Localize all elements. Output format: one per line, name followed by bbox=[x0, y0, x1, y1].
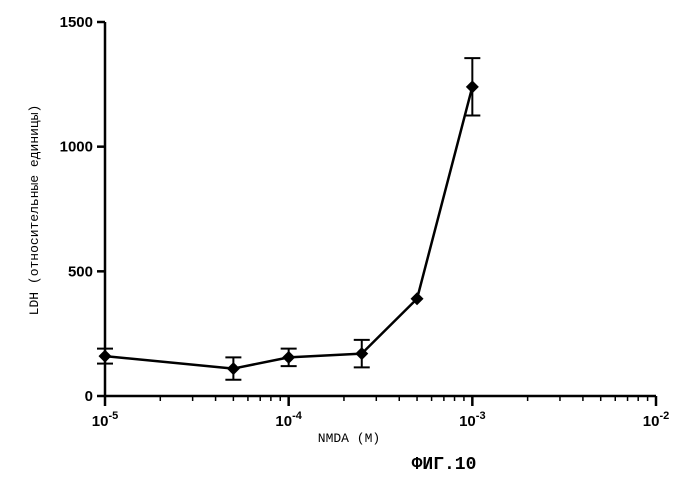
data-point-marker bbox=[282, 351, 295, 364]
y-tick-label: 1000 bbox=[60, 139, 93, 156]
y-ticks: 0 500 1000 1500 bbox=[60, 14, 105, 405]
figure-caption: ФИГ.10 bbox=[412, 455, 477, 475]
x-tick-label: 10-5 bbox=[92, 410, 118, 430]
data-point-marker bbox=[466, 80, 479, 93]
x-tick-label: 10-3 bbox=[459, 410, 485, 430]
axes bbox=[105, 22, 656, 396]
x-ticks: 10-5 10-4 10-3 10-2 bbox=[92, 396, 669, 430]
x-tick-label: 10-2 bbox=[643, 410, 669, 430]
y-axis-title: LDH (относительные единицы) bbox=[27, 105, 42, 316]
x-tick-label: 10-4 bbox=[275, 410, 302, 430]
series-line bbox=[105, 87, 472, 369]
data-point-marker bbox=[227, 362, 240, 375]
y-tick-label: 0 bbox=[85, 388, 93, 405]
y-tick-label: 500 bbox=[68, 263, 93, 280]
x-axis-title: NMDA (M) bbox=[318, 431, 380, 446]
data-point-marker bbox=[99, 350, 112, 363]
plot-area bbox=[97, 58, 480, 380]
y-tick-label: 1500 bbox=[60, 14, 93, 31]
